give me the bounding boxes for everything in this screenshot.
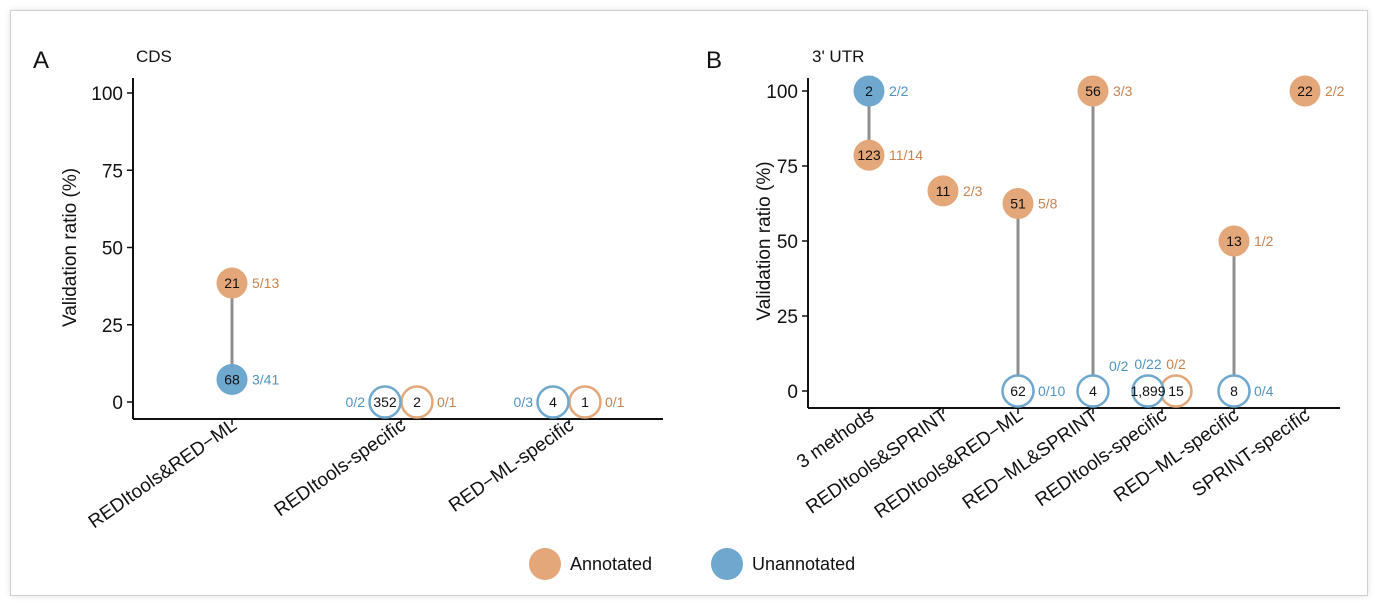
p0-annotated-reditools-specific-count: 2	[413, 394, 421, 410]
p0-panel-letter: A	[33, 47, 49, 74]
figure-frame	[10, 10, 1368, 596]
p1-annotated-reditools-red-ml-count: 51	[1010, 196, 1026, 212]
p0-annotated-reditools-red-ml-count: 21	[224, 275, 240, 291]
p0-unannotated-reditools-red-ml-point	[216, 363, 248, 395]
p0-x-tick-label-reditools-specific: REDItools-specific	[271, 415, 410, 521]
p1-x-tick-label-reditools-specific: REDItools-specific	[1032, 405, 1171, 511]
p1-x-tick-label-red-ml-specific: RED−ML-specific	[1110, 405, 1243, 507]
p0-y-tick-label-100: 100	[91, 84, 123, 105]
p0-y-tick-label-75: 75	[102, 161, 123, 182]
p1-annotated-reditools-sprint-point	[927, 175, 959, 207]
p1-x-tick-label-sprint-specific: SPRINT-specific	[1189, 405, 1314, 502]
p1-annotated-3-methods-count: 123	[857, 147, 881, 163]
p1-annotated-reditools-sprint-ratio: 2/3	[963, 183, 983, 199]
p0-y-tick-label-25: 25	[102, 316, 123, 337]
p0-annotated-reditools-specific-ratio: 0/1	[437, 394, 457, 410]
p1-unannotated-reditools-red-ml-ratio: 0/10	[1038, 383, 1065, 399]
p1-unannotated-red-ml-sprint-ratio: 0/2	[1109, 358, 1129, 374]
p0-unannotated-reditools-specific-count: 352	[373, 394, 397, 410]
p1-annotated-reditools-red-ml-point	[1002, 188, 1034, 219]
p1-unannotated-red-ml-specific-count: 8	[1230, 383, 1238, 399]
p1-annotated-sprint-specific-count: 22	[1297, 83, 1313, 99]
p1-annotated-reditools-specific-ratio: 0/2	[1166, 356, 1186, 372]
p1-y-tick-label-100: 100	[766, 82, 798, 103]
p1-unannotated-reditools-specific-count: 1,899	[1130, 383, 1165, 399]
legend-label-unannotated: Unannotated	[752, 554, 855, 574]
p0-unannotated-reditools-specific-point	[368, 385, 402, 419]
p1-annotated-3-methods-point	[853, 139, 885, 171]
p1-y-tick-label-50: 50	[777, 232, 798, 253]
p0-unannotated-reditools-red-ml-count: 68	[224, 371, 240, 387]
p1-unannotated-red-ml-specific-point	[1217, 374, 1251, 408]
p0-unannotated-reditools-specific-ratio: 0/2	[346, 394, 366, 410]
p0-unannotated-reditools-red-ml-ratio: 3/41	[252, 371, 279, 387]
p0-panel-title: CDS	[136, 47, 172, 66]
p1-annotated-3-methods-ratio: 11/14	[889, 147, 923, 163]
p0-x-tick-label-red-ml-specific: RED−ML-specific	[445, 415, 578, 517]
p1-y-tick-label-25: 25	[777, 307, 798, 328]
p1-unannotated-red-ml-specific-ratio: 0/4	[1254, 383, 1274, 399]
p0-y-tick-label-0: 0	[112, 393, 123, 414]
p1-annotated-red-ml-sprint-point	[1077, 75, 1109, 107]
p1-annotated-sprint-specific-point	[1289, 75, 1321, 107]
legend-swatch-unannotated	[711, 548, 743, 580]
p1-annotated-red-ml-specific-point	[1218, 225, 1250, 257]
p1-annotated-red-ml-sprint-ratio: 3/3	[1113, 83, 1133, 99]
p1-unannotated-reditools-red-ml-count: 62	[1010, 383, 1026, 399]
p1-unannotated-red-ml-sprint-count: 4	[1089, 383, 1097, 399]
p1-unannotated-reditools-red-ml-point	[1001, 374, 1035, 408]
p1-unannotated-3-methods-ratio: 2/2	[889, 83, 909, 99]
p0-annotated-red-ml-specific-count: 1	[581, 394, 589, 410]
p1-annotated-red-ml-sprint-count: 56	[1085, 83, 1101, 99]
p1-panel-title: 3' UTR	[812, 47, 864, 66]
p0-annotated-reditools-red-ml-point	[216, 267, 248, 299]
legend-label-annotated: Annotated	[570, 554, 652, 574]
p0-unannotated-red-ml-specific-point	[536, 385, 570, 419]
p1-y-axis-label: Validation ratio (%)	[754, 161, 775, 320]
p1-unannotated-3-methods-point	[853, 75, 885, 107]
p0-x-tick-label-reditools-red-ml: REDItools&RED−ML	[85, 415, 241, 533]
p1-annotated-red-ml-specific-count: 13	[1226, 233, 1242, 249]
p1-annotated-reditools-specific-count: 15	[1168, 383, 1184, 399]
p1-y-tick-label-0: 0	[787, 382, 798, 403]
p1-y-tick-label-75: 75	[777, 157, 798, 178]
p1-annotated-reditools-sprint-count: 11	[936, 183, 951, 199]
legend-swatch-annotated	[529, 548, 561, 580]
p0-y-axis-label: Validation ratio (%)	[60, 168, 81, 327]
p1-annotated-red-ml-specific-ratio: 1/2	[1254, 233, 1274, 249]
p0-annotated-reditools-red-ml-ratio: 5/13	[252, 275, 279, 291]
p0-unannotated-red-ml-specific-count: 4	[549, 394, 557, 410]
p1-annotated-reditools-red-ml-ratio: 5/8	[1038, 196, 1058, 212]
p0-unannotated-red-ml-specific-ratio: 0/3	[514, 394, 534, 410]
p1-unannotated-reditools-specific-ratio: 0/22	[1134, 356, 1161, 372]
p0-y-tick-label-50: 50	[102, 239, 123, 260]
p0-annotated-red-ml-specific-ratio: 0/1	[605, 394, 625, 410]
legend: Annotated Unannotated	[529, 548, 855, 580]
p1-unannotated-3-methods-count: 2	[865, 83, 873, 99]
p1-annotated-sprint-specific-ratio: 2/2	[1325, 83, 1345, 99]
panel-a: A CDS 0 25 50 75 100 Validation ratio (%) REDIto…	[33, 47, 663, 533]
p1-panel-letter: B	[706, 47, 722, 74]
p1-unannotated-red-ml-sprint-point	[1076, 374, 1110, 408]
p1-unannotated-reditools-specific-point	[1131, 374, 1165, 408]
